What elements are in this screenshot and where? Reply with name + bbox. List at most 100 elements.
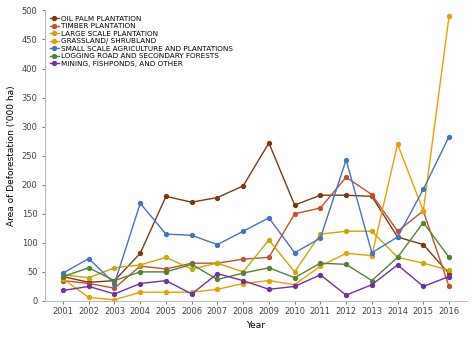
GRASSLAND/ SHRUBLAND: [137, 290, 143, 294]
OIL PALM PLANTATION: [215, 195, 220, 200]
SMALL SCALE AGRICULTURE AND PLANTATIONS: [240, 229, 246, 233]
GRASSLAND/ SHRUBLAND: [163, 290, 169, 294]
OIL PALM PLANTATION: [343, 193, 349, 197]
LOGGING ROAD AND SECONDARY FORESTS: [266, 266, 272, 270]
X-axis label: Year: Year: [246, 321, 265, 330]
SMALL SCALE AGRICULTURE AND PLANTATIONS: [112, 281, 118, 285]
SMALL SCALE AGRICULTURE AND PLANTATIONS: [446, 134, 452, 139]
SMALL SCALE AGRICULTURE AND PLANTATIONS: [163, 232, 169, 236]
SMALL SCALE AGRICULTURE AND PLANTATIONS: [86, 256, 91, 261]
MINING, FISHPONDS, AND OTHER: [137, 281, 143, 285]
GRASSLAND/ SHRUBLAND: [112, 298, 118, 302]
LARGE SCALE PLANTATION: [369, 229, 374, 233]
LOGGING ROAD AND SECONDARY FORESTS: [446, 255, 452, 259]
LARGE SCALE PLANTATION: [240, 270, 246, 274]
Y-axis label: Area of Deforestation ('000 ha): Area of Deforestation ('000 ha): [7, 85, 16, 226]
LOGGING ROAD AND SECONDARY FORESTS: [292, 276, 298, 280]
GRASSLAND/ SHRUBLAND: [292, 283, 298, 287]
TIMBER PLANTATION: [189, 261, 194, 265]
MINING, FISHPONDS, AND OTHER: [60, 288, 66, 293]
GRASSLAND/ SHRUBLAND: [240, 281, 246, 285]
Line: TIMBER PLANTATION: TIMBER PLANTATION: [61, 175, 451, 290]
SMALL SCALE AGRICULTURE AND PLANTATIONS: [318, 236, 323, 240]
LOGGING ROAD AND SECONDARY FORESTS: [112, 279, 118, 283]
OIL PALM PLANTATION: [240, 184, 246, 188]
LARGE SCALE PLANTATION: [163, 255, 169, 259]
LARGE SCALE PLANTATION: [215, 261, 220, 265]
MINING, FISHPONDS, AND OTHER: [86, 284, 91, 288]
TIMBER PLANTATION: [215, 261, 220, 265]
MINING, FISHPONDS, AND OTHER: [395, 263, 401, 267]
TIMBER PLANTATION: [137, 264, 143, 268]
SMALL SCALE AGRICULTURE AND PLANTATIONS: [60, 271, 66, 275]
LOGGING ROAD AND SECONDARY FORESTS: [395, 255, 401, 259]
GRASSLAND/ SHRUBLAND: [266, 279, 272, 283]
SMALL SCALE AGRICULTURE AND PLANTATIONS: [420, 187, 426, 191]
OIL PALM PLANTATION: [369, 194, 374, 198]
MINING, FISHPONDS, AND OTHER: [420, 284, 426, 288]
LARGE SCALE PLANTATION: [318, 232, 323, 236]
GRASSLAND/ SHRUBLAND: [420, 209, 426, 213]
TIMBER PLANTATION: [112, 286, 118, 290]
Line: MINING, FISHPONDS, AND OTHER: MINING, FISHPONDS, AND OTHER: [61, 263, 451, 297]
OIL PALM PLANTATION: [163, 194, 169, 198]
LARGE SCALE PLANTATION: [343, 229, 349, 233]
LOGGING ROAD AND SECONDARY FORESTS: [189, 262, 194, 266]
TIMBER PLANTATION: [292, 212, 298, 216]
Line: LARGE SCALE PLANTATION: LARGE SCALE PLANTATION: [61, 229, 451, 280]
LOGGING ROAD AND SECONDARY FORESTS: [60, 275, 66, 279]
LARGE SCALE PLANTATION: [292, 270, 298, 274]
LOGGING ROAD AND SECONDARY FORESTS: [369, 279, 374, 283]
LOGGING ROAD AND SECONDARY FORESTS: [163, 270, 169, 274]
MINING, FISHPONDS, AND OTHER: [240, 279, 246, 283]
GRASSLAND/ SHRUBLAND: [446, 14, 452, 18]
SMALL SCALE AGRICULTURE AND PLANTATIONS: [395, 235, 401, 239]
SMALL SCALE AGRICULTURE AND PLANTATIONS: [137, 201, 143, 205]
LARGE SCALE PLANTATION: [60, 273, 66, 277]
GRASSLAND/ SHRUBLAND: [60, 277, 66, 281]
OIL PALM PLANTATION: [189, 200, 194, 204]
LOGGING ROAD AND SECONDARY FORESTS: [137, 270, 143, 274]
TIMBER PLANTATION: [60, 279, 66, 283]
LARGE SCALE PLANTATION: [446, 268, 452, 272]
LARGE SCALE PLANTATION: [189, 267, 194, 271]
MINING, FISHPONDS, AND OTHER: [112, 292, 118, 296]
TIMBER PLANTATION: [420, 209, 426, 213]
GRASSLAND/ SHRUBLAND: [86, 296, 91, 300]
LOGGING ROAD AND SECONDARY FORESTS: [343, 262, 349, 266]
SMALL SCALE AGRICULTURE AND PLANTATIONS: [292, 251, 298, 255]
LARGE SCALE PLANTATION: [395, 255, 401, 259]
LARGE SCALE PLANTATION: [112, 266, 118, 270]
TIMBER PLANTATION: [266, 255, 272, 259]
OIL PALM PLANTATION: [395, 235, 401, 239]
OIL PALM PLANTATION: [137, 251, 143, 255]
GRASSLAND/ SHRUBLAND: [318, 264, 323, 268]
MINING, FISHPONDS, AND OTHER: [369, 283, 374, 287]
GRASSLAND/ SHRUBLAND: [189, 290, 194, 294]
OIL PALM PLANTATION: [420, 243, 426, 247]
Line: SMALL SCALE AGRICULTURE AND PLANTATIONS: SMALL SCALE AGRICULTURE AND PLANTATIONS: [61, 134, 451, 285]
LARGE SCALE PLANTATION: [86, 276, 91, 280]
OIL PALM PLANTATION: [60, 275, 66, 279]
Line: GRASSLAND/ SHRUBLAND: GRASSLAND/ SHRUBLAND: [61, 14, 451, 302]
TIMBER PLANTATION: [318, 206, 323, 210]
MINING, FISHPONDS, AND OTHER: [266, 287, 272, 292]
GRASSLAND/ SHRUBLAND: [395, 142, 401, 146]
MINING, FISHPONDS, AND OTHER: [292, 284, 298, 288]
SMALL SCALE AGRICULTURE AND PLANTATIONS: [343, 158, 349, 162]
MINING, FISHPONDS, AND OTHER: [163, 279, 169, 283]
Legend: OIL PALM PLANTATION, TIMBER PLANTATION, LARGE SCALE PLANTATION, GRASSLAND/ SHRUB: OIL PALM PLANTATION, TIMBER PLANTATION, …: [49, 14, 234, 68]
MINING, FISHPONDS, AND OTHER: [318, 273, 323, 277]
SMALL SCALE AGRICULTURE AND PLANTATIONS: [215, 243, 220, 247]
GRASSLAND/ SHRUBLAND: [369, 254, 374, 258]
TIMBER PLANTATION: [369, 193, 374, 197]
TIMBER PLANTATION: [446, 284, 452, 288]
GRASSLAND/ SHRUBLAND: [215, 287, 220, 292]
MINING, FISHPONDS, AND OTHER: [215, 272, 220, 276]
Line: LOGGING ROAD AND SECONDARY FORESTS: LOGGING ROAD AND SECONDARY FORESTS: [61, 220, 451, 282]
LOGGING ROAD AND SECONDARY FORESTS: [318, 261, 323, 265]
LOGGING ROAD AND SECONDARY FORESTS: [240, 271, 246, 275]
OIL PALM PLANTATION: [446, 272, 452, 276]
TIMBER PLANTATION: [395, 229, 401, 233]
LARGE SCALE PLANTATION: [420, 261, 426, 265]
